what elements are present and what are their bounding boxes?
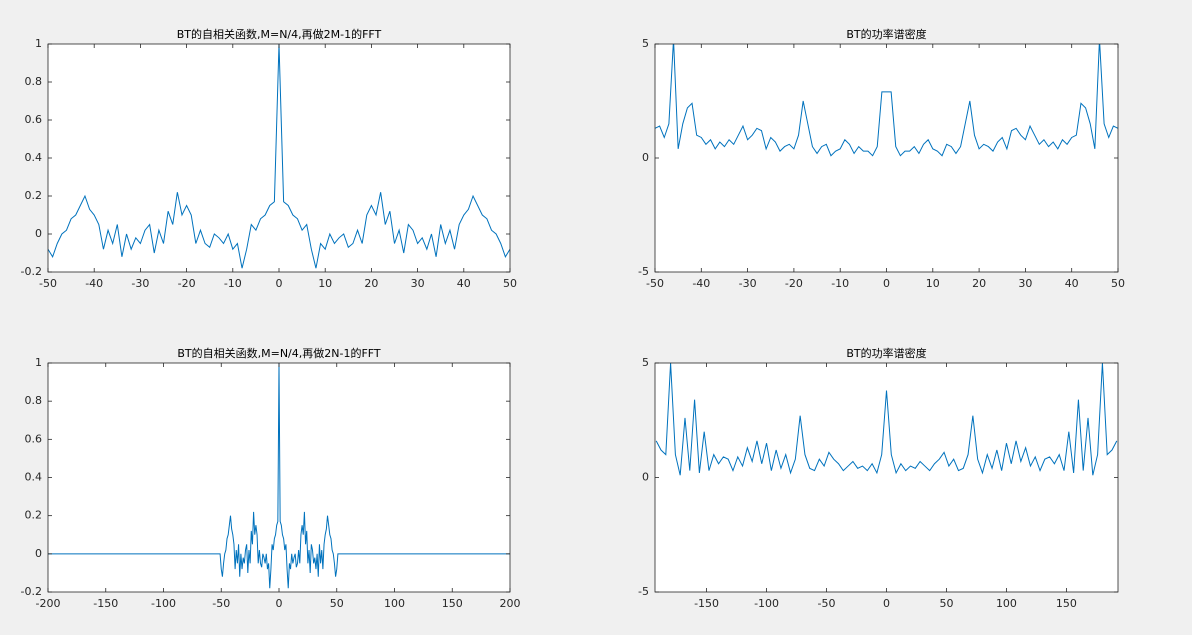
x-tick-label: -100 — [151, 597, 176, 610]
x-tick-label: 30 — [411, 277, 425, 290]
x-tick-label: 0 — [883, 597, 890, 610]
x-tick-label: -50 — [818, 597, 836, 610]
x-tick-label: 20 — [364, 277, 378, 290]
x-tick-label: -20 — [178, 277, 196, 290]
x-tick-label: -100 — [754, 597, 779, 610]
x-tick-label: 0 — [276, 597, 283, 610]
x-tick-label: 150 — [1056, 597, 1077, 610]
x-tick-label: 50 — [1111, 277, 1125, 290]
y-tick-label: -0.2 — [21, 265, 42, 278]
y-tick-label: 0 — [642, 471, 649, 484]
plot-area — [48, 44, 510, 272]
x-tick-label: 20 — [972, 277, 986, 290]
y-tick-label: -5 — [638, 585, 649, 598]
plot-area — [655, 363, 1118, 592]
y-tick-label: 0.6 — [25, 113, 43, 126]
y-tick-label: 0.8 — [25, 75, 43, 88]
y-tick-label: 0.4 — [25, 151, 43, 164]
x-tick-label: 50 — [330, 597, 344, 610]
x-tick-label: 0 — [883, 277, 890, 290]
x-tick-label: -40 — [85, 277, 103, 290]
x-tick-label: 0 — [276, 277, 283, 290]
y-tick-label: 1 — [35, 356, 42, 369]
x-tick-label: -50 — [646, 277, 664, 290]
x-tick-label: 150 — [442, 597, 463, 610]
y-tick-label: -5 — [638, 265, 649, 278]
y-tick-label: 5 — [642, 356, 649, 369]
chart-title: BT的功率谱密度 — [846, 346, 926, 360]
plot-area — [655, 44, 1118, 272]
x-tick-label: 50 — [939, 597, 953, 610]
chart-title: BT的自相关函数,M=N/4,再做2M-1的FFT — [177, 27, 382, 41]
x-tick-label: 10 — [318, 277, 332, 290]
data-line — [655, 363, 1118, 476]
x-tick-label: -200 — [36, 597, 61, 610]
x-tick-label: -30 — [739, 277, 757, 290]
x-tick-label: 10 — [926, 277, 940, 290]
x-tick-label: -150 — [694, 597, 719, 610]
x-tick-label: 40 — [457, 277, 471, 290]
x-tick-label: -10 — [224, 277, 242, 290]
x-tick-label: 50 — [503, 277, 517, 290]
x-tick-label: -150 — [93, 597, 118, 610]
x-tick-label: 100 — [996, 597, 1017, 610]
y-tick-label: -0.2 — [21, 585, 42, 598]
subplot: -200 -150 -100 -50 0 50 100 150 200 -0.2 0 0.2 0.4 0.… — [21, 346, 521, 610]
y-tick-label: 5 — [642, 37, 649, 50]
y-tick-label: 0.2 — [25, 189, 43, 202]
y-tick-label: 0 — [35, 227, 42, 240]
x-tick-label: -30 — [131, 277, 149, 290]
y-tick-label: 0.4 — [25, 471, 43, 484]
x-tick-label: -10 — [831, 277, 849, 290]
y-tick-label: 0.8 — [25, 394, 43, 407]
x-tick-label: 200 — [500, 597, 521, 610]
data-line — [48, 44, 510, 269]
x-tick-label: -50 — [39, 277, 57, 290]
chart-title: BT的自相关函数,M=N/4,再做2N-1的FFT — [177, 346, 381, 360]
y-tick-label: 0.2 — [25, 509, 43, 522]
y-tick-label: 0.6 — [25, 432, 43, 445]
subplot: -50 -40 -30 -20 -10 0 10 20 30 40 50 -0.2 0 0.2 0.4 0.6… — [21, 27, 517, 290]
x-tick-label: -40 — [692, 277, 710, 290]
data-line — [655, 44, 1118, 157]
y-tick-label: 0 — [642, 151, 649, 164]
x-tick-label: 30 — [1018, 277, 1032, 290]
x-tick-label: -20 — [785, 277, 803, 290]
chart-title: BT的功率谱密度 — [846, 27, 926, 41]
x-tick-label: 100 — [384, 597, 405, 610]
x-tick-label: -50 — [212, 597, 230, 610]
y-tick-label: 0 — [35, 547, 42, 560]
x-tick-label: 40 — [1065, 277, 1079, 290]
y-tick-label: 1 — [35, 37, 42, 50]
data-line — [48, 363, 510, 589]
